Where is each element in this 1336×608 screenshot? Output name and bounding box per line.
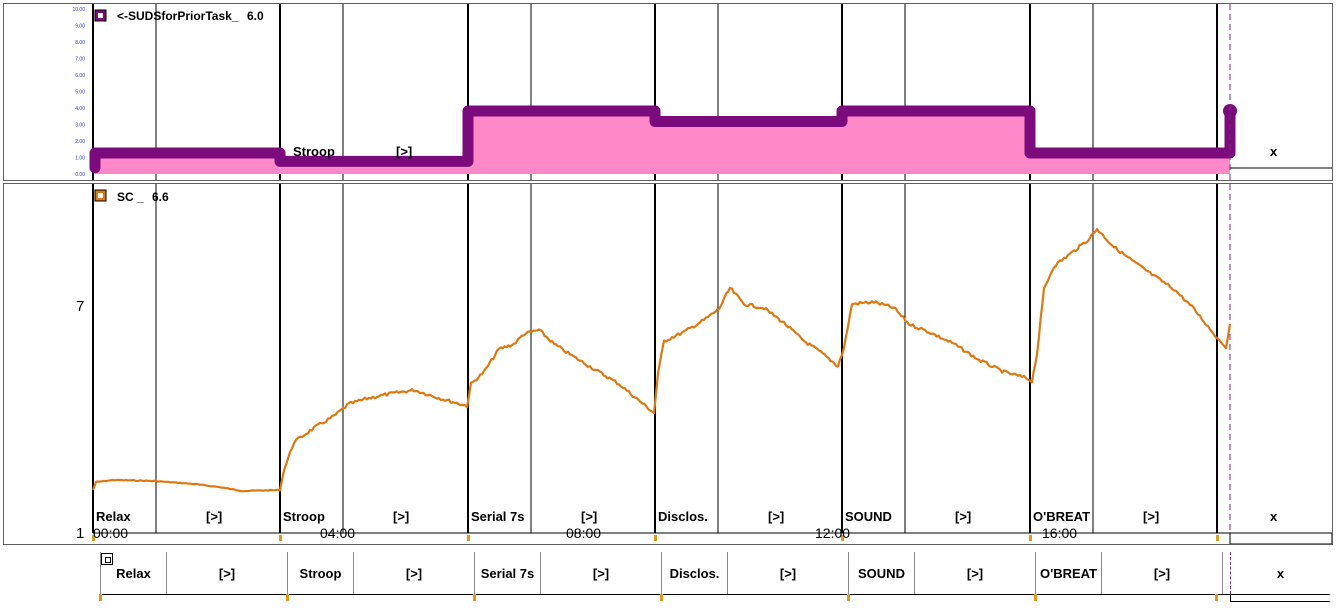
suds-current-value: 6.0 [247,9,264,23]
strip-go-button[interactable]: [>] [1101,552,1222,594]
time-tick-marker [1029,535,1032,541]
strip-tick-marker [660,594,663,601]
series-color-icon-inner [98,13,103,18]
strip-task-button[interactable]: O'BREAT [1035,552,1101,594]
suds-y-tick: 1.00 [75,156,85,162]
y-label-1: 1 [76,525,84,542]
strip-task-button[interactable]: SOUND [848,552,914,594]
segment-task-label: Disclos. [658,509,708,524]
suds-y-tick: 8.00 [75,40,85,46]
time-tick-marker [1216,535,1219,541]
suds-y-tick: 10.00 [72,7,85,13]
suds-y-tick: 7.00 [75,57,85,63]
strip-end-box [1230,594,1330,602]
sc-series-title: SC _ [117,190,144,204]
time-label: 12:00 [815,525,850,541]
end-box [1229,532,1332,544]
segment-task-label: O'BREAT [1033,509,1090,524]
suds-y-tick: 4.00 [75,106,85,112]
top-x-label[interactable]: x [1270,144,1278,159]
bottom-x-label[interactable]: x [1270,509,1278,524]
time-tick-marker [654,535,657,541]
time-label: 08:00 [566,525,601,541]
segment-go-label[interactable]: [>] [955,509,971,524]
segment-go-label[interactable]: [>] [1143,509,1159,524]
strip-menu-icon[interactable] [101,553,113,565]
segment-task-label: SOUND [845,509,892,524]
strip-go-button[interactable]: [>] [353,552,474,594]
suds-end-marker [1223,104,1237,118]
strip-go-button[interactable]: [>] [166,552,287,594]
sc-current-value: 6.6 [152,190,169,204]
strip-go-button[interactable]: [>] [727,552,848,594]
segment-go-label[interactable]: [>] [393,509,409,524]
suds-step-line [89,105,1236,174]
time-label: 00:00 [93,525,128,541]
strip-task-button[interactable]: Serial 7s [474,552,540,594]
segment-go-label[interactable]: [>] [206,509,222,524]
strip-go-button[interactable]: [>] [914,552,1035,594]
sc-series-color-icon-inner [98,193,103,198]
y-label-7: 7 [76,298,84,315]
time-tick-marker [279,535,282,541]
time-tick-marker [467,535,470,541]
strip-go-button[interactable]: [>] [540,552,661,594]
strip-baseline [100,594,1230,595]
segment-strip: Relax [>] Stroop [>] Serial 7s [>] Disclos. [>]… [99,550,1330,602]
sc-chart-panel: SC _ 6.6 7 1 Relax [>] Stroop [>] Serial 7s [… [3,183,1333,545]
segment-go-label[interactable]: [>] [768,509,784,524]
suds-y-tick: 6.00 [75,73,85,79]
strip-end-divider [1222,552,1230,594]
suds-chart: 10.00 9.00 8.00 7.00 6.00 5.00 4.00 3.00 2.00 1.0… [72,4,1332,180]
suds-y-tick: 9.00 [75,24,85,30]
strip-tick-marker [1034,594,1037,601]
suds-y-tick: 0.00 [75,172,85,178]
strip-tick-marker [99,594,102,601]
suds-series-title: <-SUDSforPriorTask_ [117,9,239,23]
strip-x-button[interactable]: x [1230,552,1330,594]
top-stroop-label: Stroop [293,144,335,159]
suds-y-tick: 5.00 [75,90,85,96]
strip-tick-marker [847,594,850,601]
segment-task-label: Serial 7s [471,509,525,524]
top-go-label[interactable]: [>] [396,144,412,159]
strip-tick-marker [286,594,289,601]
segment-go-label[interactable]: [>] [581,509,597,524]
strip-task-button[interactable]: Disclos. [661,552,727,594]
sc-signal-line [91,228,1232,493]
sc-chart: SC _ 6.6 7 1 Relax [>] Stroop [>] Serial 7s [… [76,184,1332,544]
strip-tick-marker [473,594,476,601]
strip-task-button[interactable]: Relax [100,552,166,594]
time-tick-marker [841,535,844,541]
time-tick-marker [92,535,95,541]
suds-y-tick: 2.00 [75,139,85,145]
strip-tick-marker [1215,594,1218,601]
time-label: 04:00 [320,525,355,541]
segment-task-label: Stroop [283,509,325,524]
strip-task-button[interactable]: Stroop [287,552,353,594]
time-label: 16:00 [1042,525,1077,541]
segment-task-label: Relax [96,509,131,524]
suds-y-tick: 3.00 [75,123,85,129]
suds-chart-panel: 10.00 9.00 8.00 7.00 6.00 5.00 4.00 3.00 2.00 1.0… [3,3,1333,181]
suds-fill-area [95,111,1230,174]
